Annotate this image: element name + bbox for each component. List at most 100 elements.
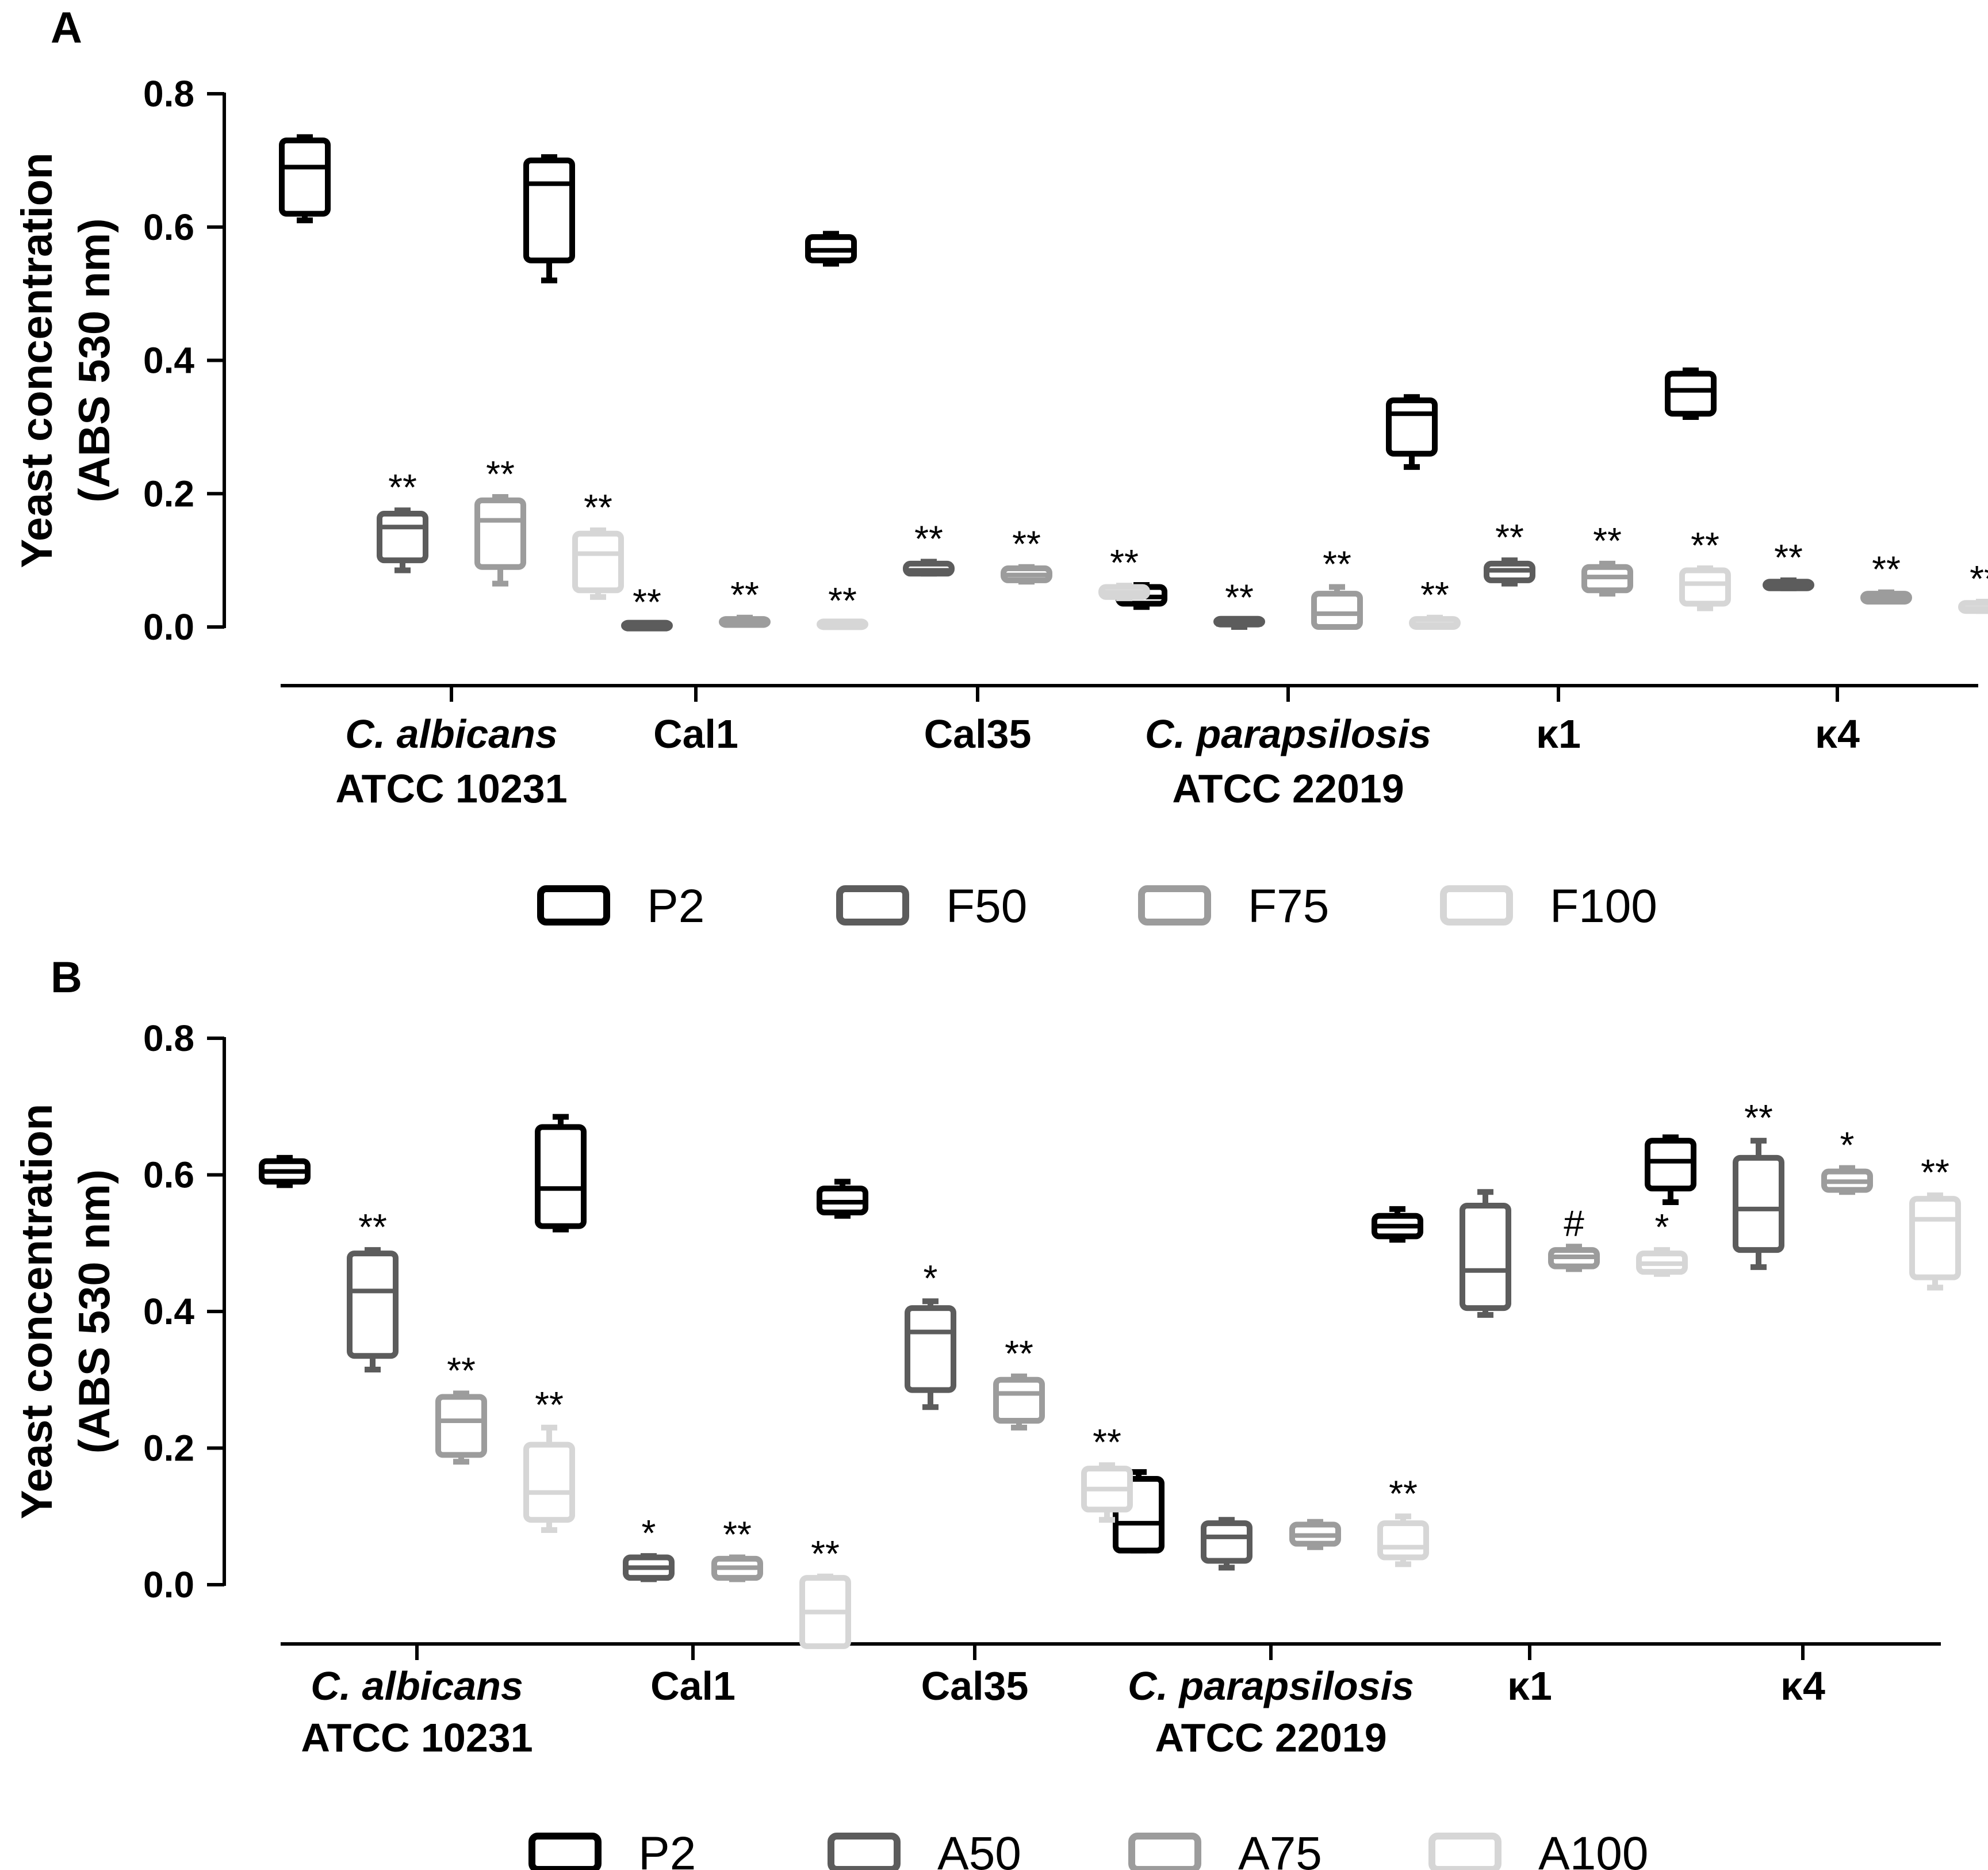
box-a100	[1909, 1192, 1961, 1291]
legend-swatch	[828, 1833, 901, 1870]
box-p2	[279, 134, 331, 224]
box-p2	[535, 1114, 587, 1233]
legend-item-a75: A75	[1128, 1827, 1322, 1870]
x-category-label: Cal35	[924, 712, 1032, 756]
significance-label: *	[924, 1257, 938, 1299]
significance-label: **	[1225, 576, 1254, 618]
box-p2	[1645, 1134, 1696, 1205]
box-p2	[805, 231, 857, 267]
panel-b: B 0.0 0.2 0.4 0.6 0.8 Yeast concentration (ABS …	[13, 953, 1961, 1870]
panel-letter: B	[51, 953, 82, 1002]
iqr-box	[1665, 370, 1717, 417]
significance-label: **	[633, 582, 661, 623]
iqr-box	[435, 1394, 487, 1458]
significance-label: **	[1744, 1097, 1773, 1138]
significance-label: **	[1093, 1421, 1121, 1463]
box-f75	[719, 614, 771, 628]
iqr-box	[377, 511, 428, 564]
x-category-sublabel: ATCC 22019	[1155, 1715, 1386, 1760]
legend-label: P2	[638, 1827, 696, 1870]
y-axis-title-line2: (ABS 530 nm)	[70, 218, 119, 502]
significance-label: **	[730, 574, 759, 615]
legend-label: F75	[1248, 880, 1329, 932]
iqr-box	[535, 1124, 587, 1229]
box-f100	[1958, 598, 1988, 614]
x-category-label: C. albicans	[311, 1664, 523, 1708]
iqr-box	[1377, 1520, 1429, 1561]
significance-label: **	[1389, 1473, 1418, 1514]
box-f100	[817, 618, 868, 630]
box-f50	[1763, 577, 1814, 591]
iqr-box	[1201, 1520, 1252, 1564]
y-tick-label: 0.2	[143, 1428, 194, 1469]
significance-label: **	[1774, 537, 1803, 578]
legend-item-f75: F75	[1138, 880, 1329, 932]
iqr-box	[523, 157, 575, 263]
significance-label: **	[1872, 549, 1901, 590]
iqr-box	[1460, 1202, 1511, 1311]
legend-item-p2: P2	[537, 880, 704, 932]
iqr-box	[1386, 397, 1438, 457]
box-a50	[623, 1553, 675, 1582]
x-category-label: C. parapsilosis	[1145, 712, 1431, 756]
box-a75	[711, 1554, 763, 1582]
significance-label: **	[1691, 525, 1719, 566]
significance-label: **	[811, 1533, 840, 1574]
box-a75	[1289, 1519, 1341, 1550]
legend-swatch	[1128, 1833, 1201, 1870]
significance-label: **	[914, 518, 943, 559]
box-f75	[1001, 564, 1052, 585]
iqr-box	[1909, 1196, 1961, 1280]
significance-label: **	[723, 1514, 752, 1555]
box-a75	[1821, 1165, 1873, 1195]
panel-a: A 0.0 0.2 0.4 0.6 0.8 Yeast concentration (ABS …	[13, 3, 1988, 932]
significance-label: **	[486, 453, 515, 495]
legend-swatch	[1440, 885, 1513, 926]
box-p2	[817, 1179, 868, 1219]
box-f50	[903, 559, 955, 577]
legend-item-a50: A50	[828, 1827, 1021, 1870]
y-tick-label: 0.8	[143, 73, 194, 114]
box-p2	[1372, 1206, 1423, 1243]
legend-label: A100	[1538, 1827, 1649, 1870]
x-category-label: C. parapsilosis	[1128, 1664, 1414, 1708]
significance-label: *	[1655, 1206, 1669, 1248]
box-f100	[1679, 565, 1731, 611]
x-category-sublabel: ATCC 10231	[335, 766, 567, 811]
iqr-box	[523, 1441, 575, 1523]
box-p2	[1665, 367, 1717, 420]
y-tick-label: 0.2	[143, 473, 194, 514]
legend-item-a100: A100	[1428, 1827, 1649, 1870]
significance-label: *	[1840, 1125, 1855, 1166]
legend-label: A75	[1238, 1827, 1322, 1870]
x-category-label: κ4	[1780, 1664, 1825, 1708]
box-p2	[259, 1154, 311, 1188]
iqr-box	[279, 137, 331, 217]
x-category-label: Cal35	[921, 1664, 1029, 1708]
box-a100	[523, 1424, 575, 1533]
legend-swatch	[1428, 1833, 1501, 1870]
box-a50	[905, 1298, 956, 1410]
x-category-label: C. albicans	[345, 712, 558, 756]
box-f100	[1409, 614, 1461, 630]
x-category-label: κ1	[1536, 712, 1581, 756]
y-tick-label: 0.6	[143, 206, 194, 248]
x-category-sublabel: ATCC 22019	[1172, 766, 1404, 811]
box-a50	[1201, 1517, 1252, 1571]
legend-label: A50	[937, 1827, 1021, 1870]
box-a75	[435, 1390, 487, 1465]
y-tick-label: 0.4	[143, 340, 194, 381]
y-axis-title-line2: (ABS 530 nm)	[70, 1169, 119, 1454]
significance-label: #	[1564, 1203, 1584, 1244]
iqr-box	[993, 1376, 1045, 1424]
legend-label: F100	[1550, 880, 1657, 932]
x-category-sublabel: ATCC 10231	[301, 1715, 533, 1760]
iqr-box	[905, 1305, 956, 1393]
box-f75	[474, 494, 526, 587]
significance-label: **	[358, 1206, 387, 1248]
significance-label: **	[1012, 523, 1041, 565]
box-p2	[1386, 394, 1438, 470]
y-axis-title-line1: Yeast concentration	[13, 1104, 62, 1519]
significance-label: **	[1970, 558, 1988, 599]
